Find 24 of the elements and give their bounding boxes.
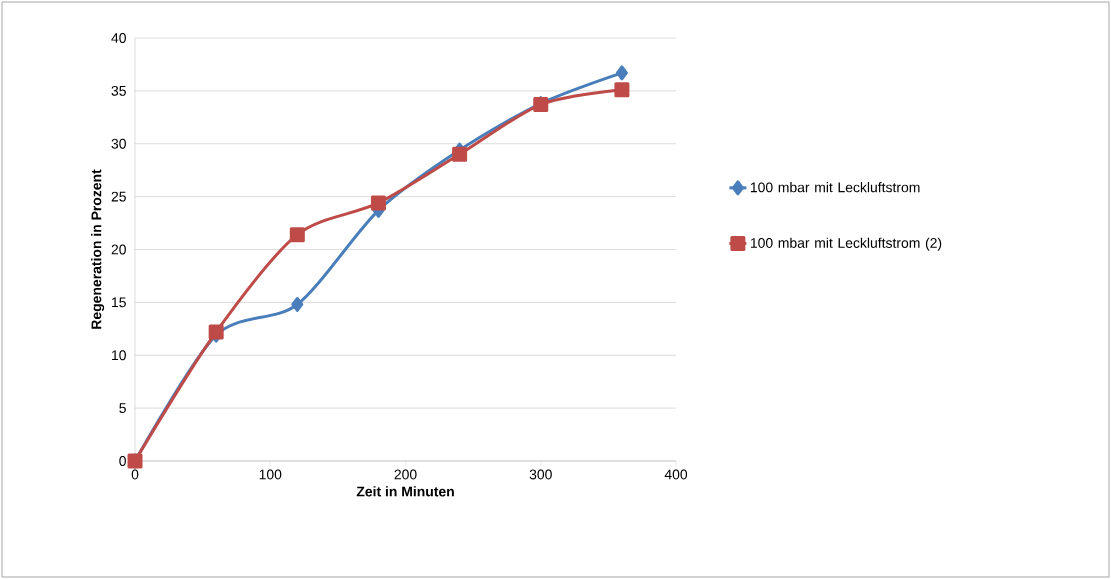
y-axis-title: Regeneration in Prozent [91, 169, 105, 329]
y-tick-label: 10 [112, 350, 126, 361]
point [452, 146, 468, 162]
legend-label: 100 mbar mit Leckluftstrom (2) [750, 237, 942, 251]
x-axis-title: Zeit in Minuten [356, 486, 454, 497]
y-tick-label: 30 [111, 138, 126, 149]
legend-label: 100 mbar mit Leckluftstrom [750, 182, 920, 193]
y-tick-label: 35 [111, 85, 126, 96]
y-tick-label: 5 [119, 403, 126, 413]
point [615, 65, 628, 81]
point [289, 227, 305, 243]
y-tick-label: 40 [111, 33, 126, 43]
point [370, 195, 386, 211]
point [291, 296, 304, 312]
y-tick-label: 25 [111, 191, 126, 202]
point [614, 82, 630, 98]
y-tick-label: 0 [119, 456, 126, 466]
x-tick-label: 200 [394, 469, 417, 480]
x-tick-label: 300 [529, 469, 552, 480]
x-tick-label: 100 [259, 469, 282, 480]
y-tick-label: 20 [111, 244, 126, 255]
x-tick-label: 400 [664, 469, 688, 480]
x-tick-label: 0 [131, 469, 139, 480]
y-tick-label: 15 [112, 297, 126, 308]
